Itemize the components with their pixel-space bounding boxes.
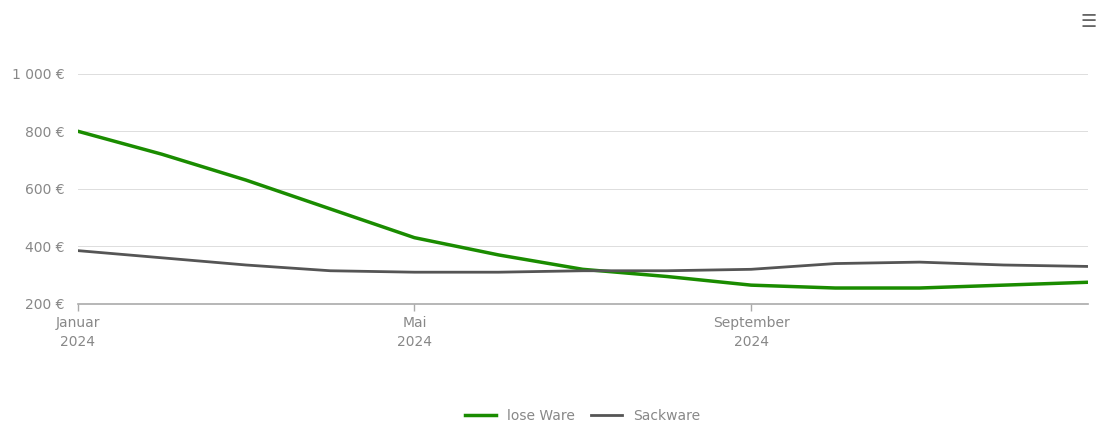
Legend: lose Ware, Sackware: lose Ware, Sackware: [460, 403, 706, 422]
Text: ☰: ☰: [1080, 13, 1097, 31]
